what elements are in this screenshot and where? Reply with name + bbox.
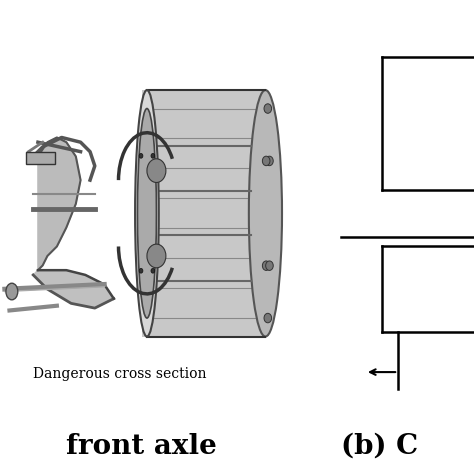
Polygon shape	[33, 270, 114, 308]
Ellipse shape	[147, 159, 166, 182]
Text: front axle: front axle	[66, 433, 217, 460]
Ellipse shape	[137, 109, 156, 318]
Polygon shape	[142, 90, 265, 337]
Bar	[26, 152, 55, 164]
Ellipse shape	[139, 154, 143, 158]
Ellipse shape	[135, 90, 159, 337]
Ellipse shape	[264, 313, 272, 323]
Ellipse shape	[139, 268, 143, 273]
Ellipse shape	[264, 104, 272, 113]
Ellipse shape	[263, 156, 270, 165]
Ellipse shape	[249, 90, 282, 337]
Ellipse shape	[151, 268, 155, 273]
Text: (b) C: (b) C	[341, 433, 419, 460]
Ellipse shape	[147, 244, 166, 268]
Ellipse shape	[6, 283, 18, 300]
Ellipse shape	[263, 261, 270, 270]
Text: Dangerous cross section: Dangerous cross section	[33, 367, 207, 382]
Polygon shape	[38, 137, 81, 270]
Ellipse shape	[265, 261, 273, 271]
Ellipse shape	[151, 154, 155, 158]
Ellipse shape	[265, 156, 273, 165]
